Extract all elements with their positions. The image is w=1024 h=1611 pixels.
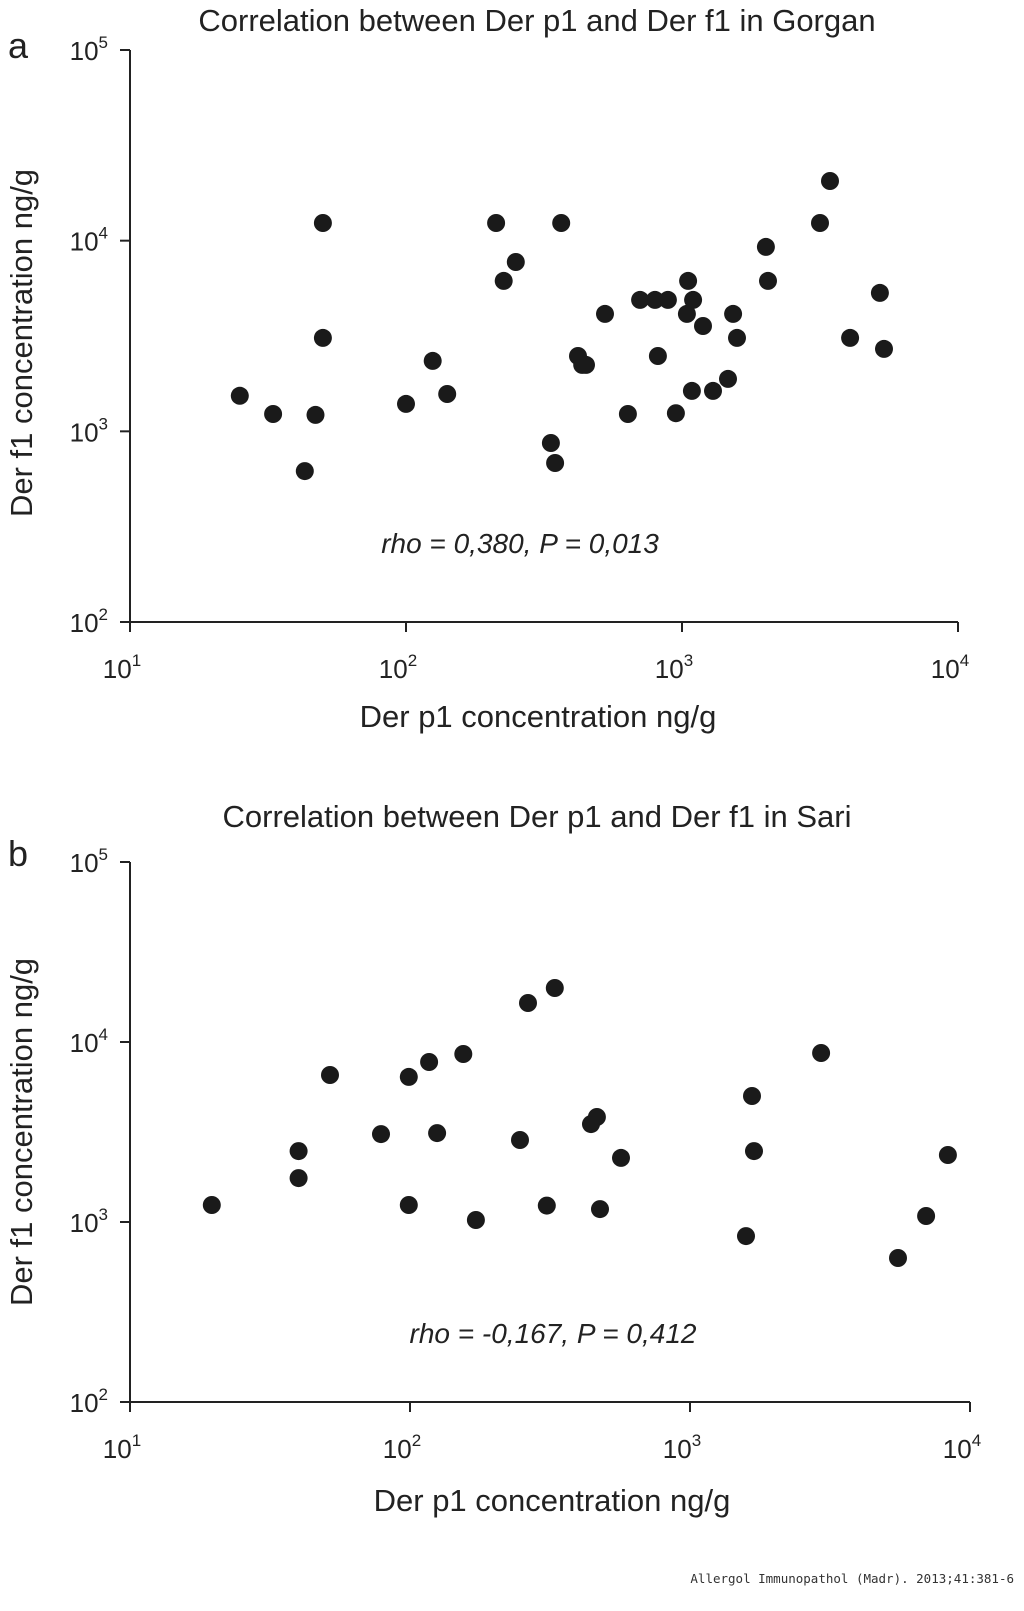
data-point bbox=[438, 385, 457, 403]
data-point bbox=[494, 271, 513, 290]
x-tick-label: 103 bbox=[663, 1431, 701, 1464]
data-point bbox=[537, 1196, 556, 1215]
data-point bbox=[587, 1108, 606, 1126]
data-point bbox=[289, 1169, 308, 1188]
correlation-annotation: rho = -0,167, P = 0,412 bbox=[410, 1318, 697, 1349]
data-point bbox=[487, 214, 506, 232]
data-point bbox=[596, 304, 614, 323]
data-point bbox=[230, 386, 249, 405]
y-tick-label: 104 bbox=[70, 1025, 108, 1058]
x-tick-label: 103 bbox=[655, 651, 693, 684]
data-point bbox=[811, 214, 829, 232]
y-axis-label: Der f1 concentration ng/g bbox=[4, 169, 39, 517]
panel-letter: b bbox=[8, 833, 28, 874]
data-point bbox=[397, 394, 415, 413]
y-tick-label: 102 bbox=[70, 1385, 108, 1418]
data-point bbox=[938, 1146, 957, 1164]
data-point bbox=[372, 1125, 390, 1144]
data-point bbox=[202, 1196, 221, 1214]
x-tick-label: 104 bbox=[931, 651, 969, 684]
data-point bbox=[546, 454, 565, 472]
data-point bbox=[519, 994, 537, 1012]
data-point bbox=[454, 1045, 473, 1063]
panel-b: b Correlation between Der p1 and Der f1 … bbox=[4, 799, 981, 1518]
data-point bbox=[745, 1142, 763, 1161]
panel-letter: a bbox=[8, 25, 29, 66]
data-point bbox=[875, 339, 893, 358]
y-tick-label: 102 bbox=[70, 605, 108, 638]
data-point bbox=[541, 434, 560, 452]
data-point bbox=[321, 1066, 339, 1084]
data-point bbox=[759, 271, 777, 290]
data-point bbox=[658, 290, 677, 309]
data-point bbox=[511, 1131, 529, 1149]
data-point bbox=[631, 290, 650, 309]
data-point bbox=[684, 290, 703, 309]
data-point bbox=[306, 405, 325, 424]
data-point bbox=[870, 283, 889, 302]
data-point bbox=[737, 1227, 755, 1246]
data-point bbox=[743, 1087, 761, 1105]
data-point bbox=[719, 369, 737, 388]
data-point bbox=[756, 237, 775, 256]
panel-a: a Correlation between Der p1 and Der f1 … bbox=[4, 3, 969, 734]
data-point bbox=[666, 404, 685, 423]
data-point bbox=[677, 304, 696, 323]
data-point bbox=[917, 1207, 936, 1225]
data-point bbox=[682, 381, 701, 400]
data-point bbox=[399, 1067, 418, 1086]
chart-title: Correlation between Der p1 and Der f1 in… bbox=[223, 799, 852, 834]
data-point bbox=[423, 351, 442, 370]
chart-title: Correlation between Der p1 and Der f1 in… bbox=[198, 3, 875, 38]
data-point bbox=[812, 1044, 831, 1062]
x-tick-label: 101 bbox=[103, 651, 141, 684]
data-point bbox=[552, 214, 571, 232]
data-point bbox=[264, 405, 283, 423]
correlation-annotation: rho = 0,380, P = 0,013 bbox=[381, 528, 659, 559]
x-axis-label: Der p1 concentration ng/g bbox=[374, 1483, 731, 1518]
data-point bbox=[821, 172, 839, 190]
y-axis-label: Der f1 concentration ng/g bbox=[4, 958, 39, 1306]
data-point bbox=[679, 271, 698, 290]
y-tick-label: 104 bbox=[70, 224, 108, 257]
data-point bbox=[694, 317, 712, 335]
data-point bbox=[577, 355, 595, 374]
data-point bbox=[646, 290, 664, 309]
x-tick-label: 102 bbox=[379, 651, 417, 684]
data-point bbox=[399, 1196, 418, 1214]
data-point bbox=[591, 1200, 609, 1219]
data-point bbox=[724, 304, 743, 323]
data-point bbox=[728, 328, 746, 347]
data-point bbox=[313, 214, 332, 232]
x-tick-label: 101 bbox=[103, 1431, 141, 1464]
data-point bbox=[545, 979, 564, 997]
y-tick-label: 103 bbox=[70, 414, 108, 447]
data-point bbox=[313, 328, 332, 347]
data-point bbox=[289, 1142, 308, 1161]
x-tick-label: 104 bbox=[943, 1431, 981, 1464]
data-point bbox=[428, 1124, 447, 1143]
y-tick-label: 105 bbox=[70, 845, 108, 878]
y-tick-label: 105 bbox=[70, 33, 108, 66]
data-point bbox=[420, 1053, 439, 1071]
data-point bbox=[466, 1211, 485, 1229]
x-tick-label: 102 bbox=[383, 1431, 421, 1464]
data-point bbox=[618, 405, 637, 423]
y-tick-label: 103 bbox=[70, 1205, 108, 1238]
journal-citation: Allergol Immunopathol (Madr). 2013;41:38… bbox=[690, 1571, 1014, 1586]
data-point bbox=[704, 381, 722, 400]
data-point bbox=[648, 347, 667, 365]
data-point bbox=[841, 328, 860, 347]
x-axis-label: Der p1 concentration ng/g bbox=[360, 699, 717, 734]
data-point bbox=[506, 253, 525, 271]
data-point bbox=[612, 1148, 630, 1167]
data-point bbox=[889, 1249, 907, 1267]
data-point bbox=[295, 462, 314, 481]
